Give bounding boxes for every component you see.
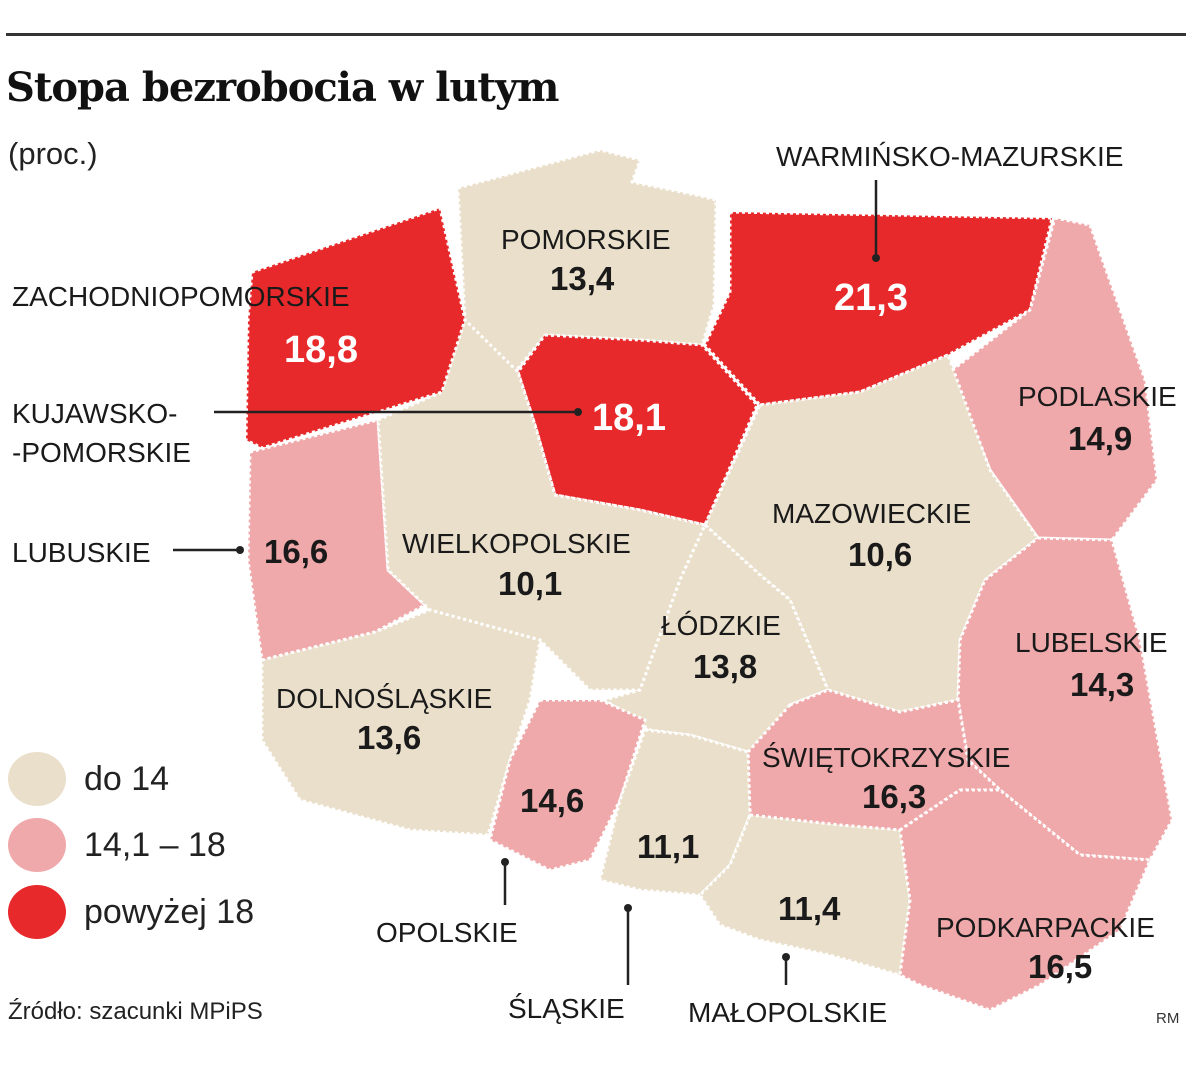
region-podkarpackie (898, 788, 1152, 1012)
value-pomorskie: 13,4 (550, 260, 615, 297)
label-lubelskie: LUBELSKIE (1015, 627, 1168, 658)
label-slaskie: ŚLĄSKIE (508, 992, 625, 1024)
label-pomorskie: POMORSKIE (501, 224, 671, 255)
label-swietokrzyskie: ŚWIĘTOKRZYSKIE (762, 741, 1010, 773)
label-warminsko-mazurskie: WARMIŃSKO-MAZURSKIE (776, 141, 1123, 172)
legend-label-low: do 14 (84, 759, 170, 798)
region-dolnoslaskie (260, 608, 542, 837)
value-opolskie: 14,6 (520, 782, 584, 819)
label-kujawsko-line1: KUJAWSKO- (12, 398, 177, 429)
value-wielkopolskie: 10,1 (498, 565, 562, 602)
value-dolnoslaskie: 13,6 (357, 719, 421, 756)
value-podkarpackie: 16,5 (1028, 948, 1092, 985)
lubuskie-leader-dot (236, 546, 244, 554)
author-credit: RM (1156, 1010, 1180, 1027)
legend-swatch-mid (8, 818, 66, 872)
value-zachodniopomorskie: 18,8 (284, 329, 358, 371)
region-slaskie (598, 728, 752, 897)
legend-label-mid: 14,1 – 18 (84, 825, 226, 864)
value-malopolskie: 11,4 (778, 890, 841, 927)
legend-label-high: powyżej 18 (84, 892, 255, 931)
map-subtitle: (proc.) (8, 136, 98, 171)
value-lubelskie: 14,3 (1070, 666, 1134, 703)
label-lubuskie: LUBUSKIE (12, 537, 151, 568)
region-warminsko-mazurskie (703, 210, 1054, 407)
top-rule (6, 33, 1186, 36)
label-malopolskie: MAŁOPOLSKIE (688, 997, 887, 1028)
value-podlaskie: 14,9 (1068, 420, 1132, 457)
value-warminsko-mazurskie: 21,3 (834, 277, 908, 319)
label-zachodniopomorskie: ZACHODNIOPOMORSKIE (12, 281, 350, 312)
value-mazowieckie: 10,6 (848, 536, 912, 573)
malopolskie-leader-dot (782, 953, 790, 961)
legend-swatch-low (8, 752, 66, 806)
region-lodzkie (603, 523, 830, 754)
opolskie-leader-dot (501, 858, 509, 866)
label-lodzkie: ŁÓDZKIE (661, 610, 781, 641)
region-opolskie (488, 698, 647, 872)
label-wielkopolskie: WIELKOPOLSKIE (402, 528, 631, 559)
value-lodzkie: 13,8 (693, 648, 757, 685)
legend-item-high: powyżej 18 (8, 885, 254, 939)
label-kujawsko-line2: -POMORSKIE (12, 437, 191, 468)
label-opolskie: OPOLSKIE (376, 917, 518, 948)
region-podlaskie (948, 216, 1159, 542)
region-malopolskie (698, 813, 912, 977)
label-podkarpackie: PODKARPACKIE (936, 912, 1155, 943)
value-lubuskie: 16,6 (264, 533, 328, 570)
value-slaskie: 11,1 (637, 828, 699, 865)
legend-swatch-high (8, 885, 66, 939)
legend-item-low: do 14 (8, 752, 169, 806)
label-dolnoslaskie: DOLNOŚLĄSKIE (276, 682, 492, 714)
slaskie-leader-dot (624, 904, 632, 912)
kujawsko-leader-dot (574, 408, 582, 416)
map-title: Stopa bezrobocia w lutym (6, 64, 559, 111)
value-swietokrzyskie: 16,3 (862, 778, 926, 815)
region-lubuskie (246, 418, 427, 662)
source-note: Źródło: szacunki MPiPS (8, 998, 263, 1025)
value-kujawsko-pomorskie: 18,1 (592, 397, 666, 439)
label-podlaskie: PODLASKIE (1018, 381, 1177, 412)
label-mazowieckie: MAZOWIECKIE (772, 498, 971, 529)
legend-item-mid: 14,1 – 18 (8, 818, 226, 872)
warminsko-leader-dot (872, 254, 880, 262)
region-zachodniopomorskie (244, 206, 467, 450)
